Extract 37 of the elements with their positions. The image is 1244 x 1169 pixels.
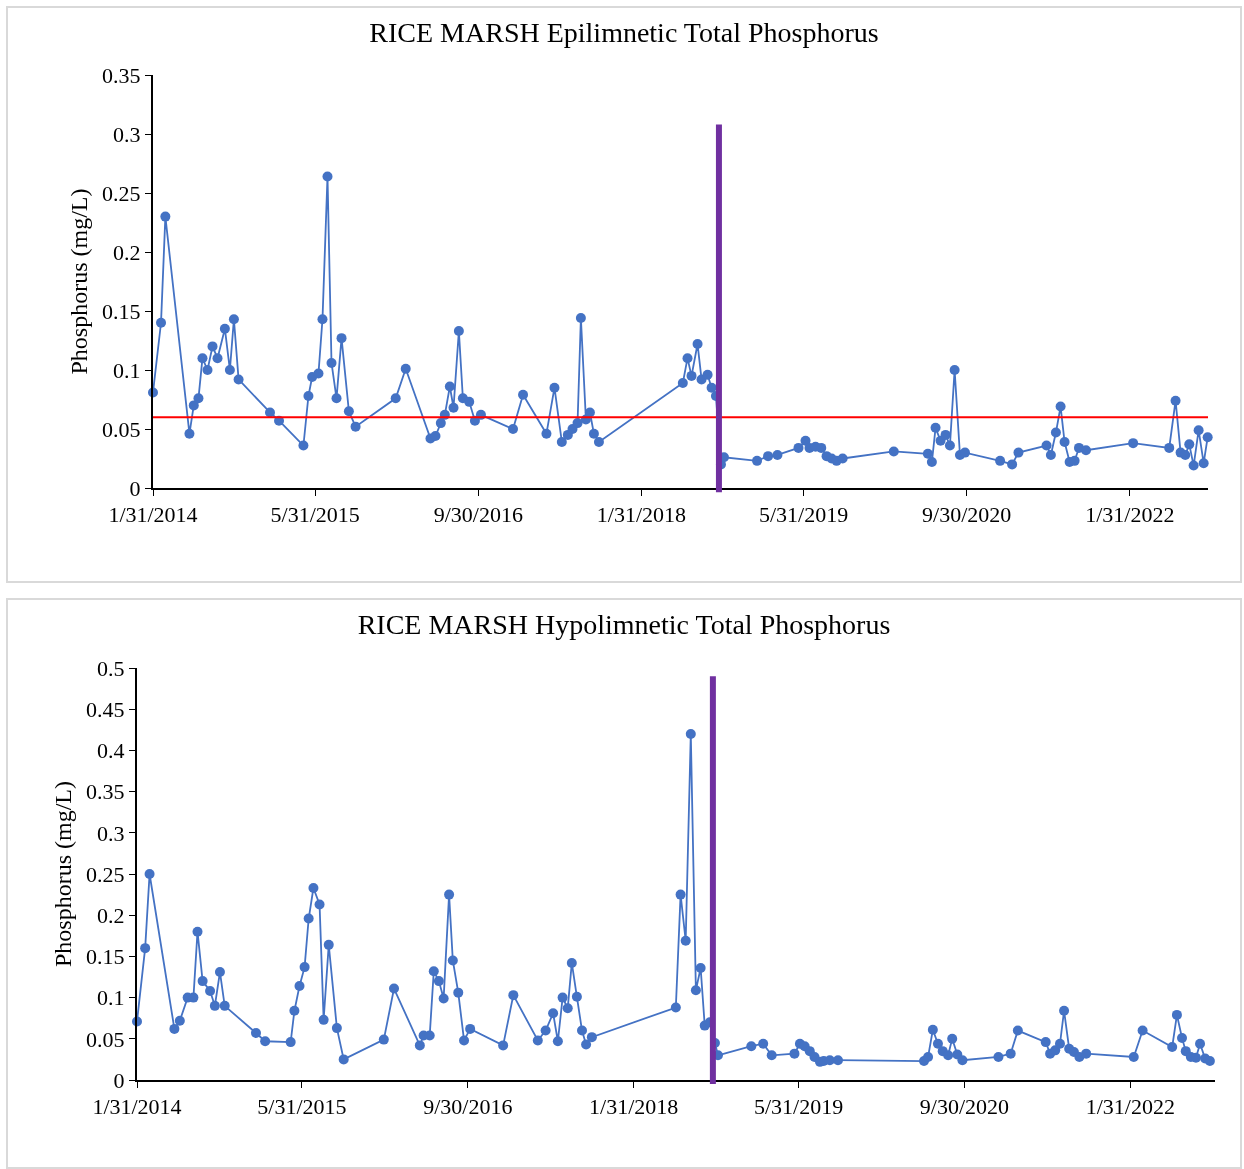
y-tick-label: 0.1 (97, 985, 125, 1011)
y-axis-title: Phosphorus (mg/L) (49, 781, 76, 967)
y-tick-label: 0 (129, 475, 141, 501)
x-tick-label: 5/31/2019 (753, 1094, 844, 1120)
y-tick-label: 0.2 (97, 902, 125, 928)
y-tick-label: 0.15 (102, 298, 141, 324)
x-tick-label: 1/31/2018 (589, 1094, 679, 1120)
y-tick-label: 0.4 (97, 738, 125, 764)
x-tick-label: 5/31/2019 (758, 502, 849, 528)
y-tick-label: 0.05 (102, 416, 141, 442)
y-tick-label: 0.35 (86, 779, 125, 805)
y-tick-label: 0.35 (102, 62, 141, 88)
y-tick-label: 0.5 (97, 655, 125, 681)
x-tick-label: 5/31/2015 (257, 1094, 347, 1120)
y-tick-label: 0.3 (113, 121, 141, 147)
y-tick-label: 0.2 (113, 239, 141, 265)
chart-title: RICE MARSH Epilimnetic Total Phosphorus (369, 16, 879, 48)
x-tick-label: 1/31/2018 (596, 502, 687, 528)
y-tick-label: 0.45 (86, 696, 125, 722)
y-tick-label: 0.05 (86, 1026, 125, 1052)
x-tick-label: 1/31/2022 (1085, 502, 1175, 528)
x-tick-label: 5/31/2015 (270, 502, 360, 528)
y-tick-label: 0.3 (97, 820, 125, 846)
y-tick-label: 0.1 (113, 357, 141, 383)
x-tick-label: 1/31/2014 (108, 502, 198, 528)
chart-title: RICE MARSH Hypolimnetic Total Phosphorus (357, 608, 891, 640)
y-tick-label: 0 (113, 1067, 125, 1093)
y-tick-label: 0.25 (102, 180, 141, 206)
x-tick-label: 9/30/2020 (922, 502, 1012, 528)
y-tick-label: 0.25 (86, 861, 125, 887)
x-tick-label: 9/30/2016 (433, 502, 523, 528)
x-tick-label: 9/30/2020 (919, 1094, 1010, 1120)
x-tick-label: 9/30/2016 (423, 1094, 513, 1120)
x-tick-label: 1/31/2022 (1085, 1094, 1175, 1120)
x-tick-label: 1/31/2014 (92, 1094, 182, 1120)
y-tick-label: 0.15 (86, 944, 125, 970)
y-axis-title: Phosphorus (mg/L) (65, 188, 92, 375)
